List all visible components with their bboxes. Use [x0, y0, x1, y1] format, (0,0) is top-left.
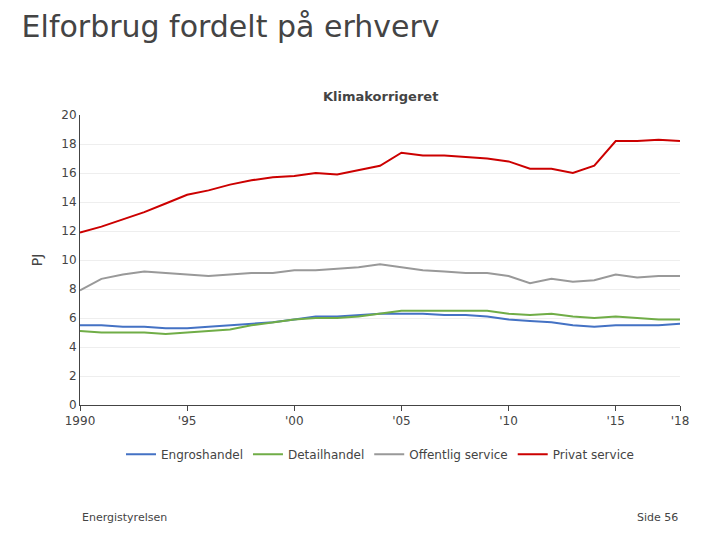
- svg-text:PJ: PJ: [29, 254, 45, 267]
- svg-text:Offentlig service: Offentlig service: [409, 448, 508, 462]
- svg-text:6: 6: [69, 311, 77, 325]
- svg-text:'15: '15: [606, 414, 625, 428]
- svg-text:4: 4: [69, 340, 77, 354]
- svg-text:Privat service: Privat service: [553, 448, 634, 462]
- svg-text:'95: '95: [178, 414, 197, 428]
- svg-text:Engroshandel: Engroshandel: [161, 448, 243, 462]
- svg-text:20: 20: [61, 108, 76, 122]
- svg-text:16: 16: [61, 166, 76, 180]
- svg-text:Energistyrelsen: Energistyrelsen: [82, 511, 167, 524]
- svg-text:14: 14: [61, 195, 76, 209]
- svg-text:'05: '05: [392, 414, 411, 428]
- svg-text:Klimakorrigeret: Klimakorrigeret: [323, 89, 438, 104]
- svg-text:18: 18: [61, 137, 76, 151]
- svg-text:Elforbrug fordelt på erhverv: Elforbrug fordelt på erhverv: [22, 9, 440, 44]
- svg-text:Side 56: Side 56: [637, 511, 678, 524]
- svg-text:2: 2: [69, 369, 77, 383]
- svg-text:'10: '10: [499, 414, 518, 428]
- svg-text:Detailhandel: Detailhandel: [288, 448, 364, 462]
- svg-text:'18: '18: [671, 414, 690, 428]
- svg-text:10: 10: [61, 253, 76, 267]
- svg-text:1990: 1990: [65, 414, 96, 428]
- svg-text:8: 8: [69, 282, 77, 296]
- svg-text:12: 12: [61, 224, 76, 238]
- svg-text:'00: '00: [285, 414, 304, 428]
- svg-text:0: 0: [69, 398, 77, 412]
